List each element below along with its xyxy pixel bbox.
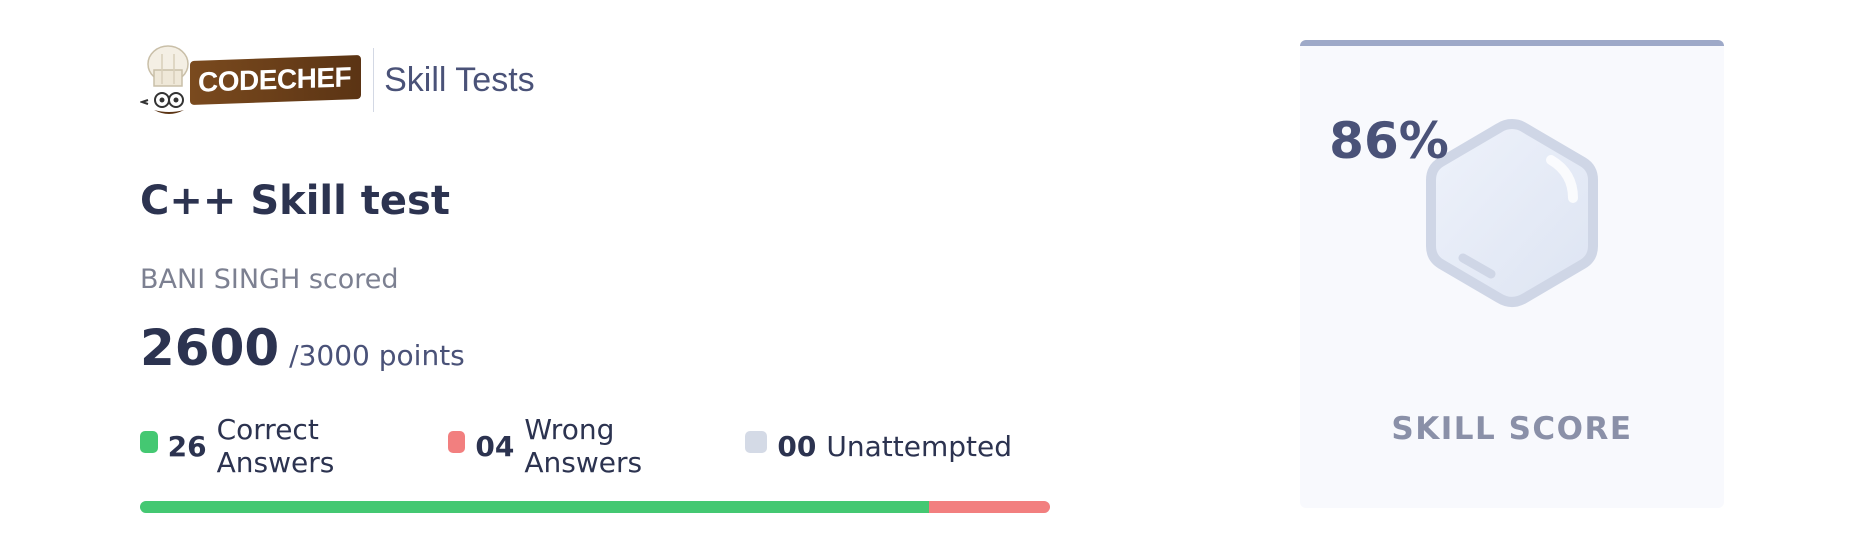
unattempted-dot-icon <box>745 431 768 453</box>
codechef-logo[interactable]: CODECHEF <box>140 40 362 120</box>
correct-count: 26 <box>167 429 207 463</box>
skill-percent: 86% <box>1329 112 1449 170</box>
correct-label: Correct Answers <box>216 413 335 479</box>
unattempted-count: 00 <box>777 429 817 463</box>
user-scored-line: BANI SINGH scored <box>140 264 399 295</box>
score-value: 2600 <box>140 319 280 377</box>
brand-divider <box>373 48 375 112</box>
correct-dot-icon <box>140 431 158 453</box>
answers-progress-bar <box>140 501 1050 513</box>
logo-wordmark: CODECHEF <box>190 55 362 105</box>
unattempted-label: Unattempted <box>826 429 1012 463</box>
results-panel: CODECHEF Skill Tests C++ Skill test BANI… <box>140 40 1060 513</box>
score-line: 2600 /3000 points <box>140 319 1060 377</box>
progress-correct-segment <box>140 501 929 513</box>
legend-correct: 26 Correct Answers <box>140 413 400 479</box>
score-max: /3000 points <box>289 339 465 372</box>
skill-score-label: SKILL SCORE <box>1391 411 1633 447</box>
wrong-label: Wrong Answers <box>524 413 643 479</box>
wrong-dot-icon <box>447 431 466 453</box>
answers-legend: 26 Correct Answers 04 Wrong Answers 00 U… <box>140 413 1060 479</box>
test-title: C++ Skill test <box>140 178 450 224</box>
legend-unattempted: 00 Unattempted <box>745 430 1012 463</box>
progress-wrong-segment <box>928 501 1050 513</box>
chef-hat-logo-icon <box>140 45 189 114</box>
section-label[interactable]: Skill Tests <box>384 60 535 99</box>
wrong-count: 04 <box>475 429 515 463</box>
legend-wrong: 04 Wrong Answers <box>447 413 698 479</box>
brand-header: CODECHEF Skill Tests <box>140 40 1060 120</box>
hexagon-badge-icon <box>1426 118 1598 307</box>
skill-score-card: 86% SKILL SCORE <box>1300 40 1724 508</box>
